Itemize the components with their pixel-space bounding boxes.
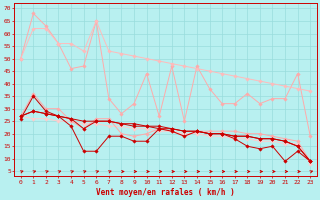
X-axis label: Vent moyen/en rafales ( km/h ): Vent moyen/en rafales ( km/h ) [96,188,235,197]
